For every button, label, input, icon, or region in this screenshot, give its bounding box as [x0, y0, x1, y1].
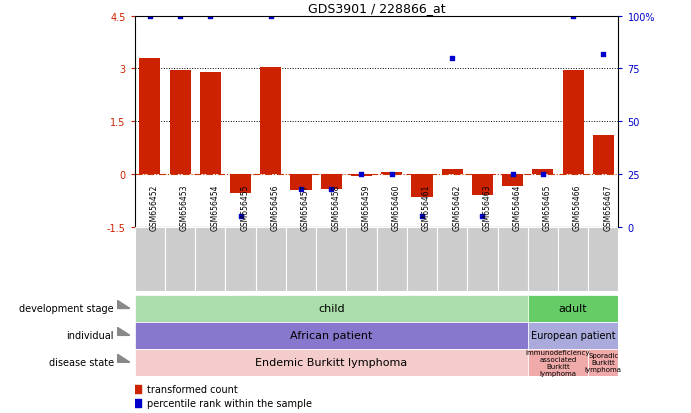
Text: child: child — [318, 304, 345, 314]
Point — [538, 171, 549, 178]
Point — [265, 13, 276, 20]
Bar — [528, 349, 588, 376]
Bar — [411, 174, 433, 197]
Text: African patient: African patient — [290, 330, 372, 341]
Bar — [135, 322, 528, 349]
Polygon shape — [117, 301, 130, 309]
Text: GSM656457: GSM656457 — [301, 184, 310, 230]
Text: GSM656463: GSM656463 — [482, 184, 491, 230]
Bar — [316, 227, 346, 291]
Bar — [528, 227, 558, 291]
Text: adult: adult — [559, 304, 587, 314]
Point — [205, 13, 216, 20]
Bar — [230, 174, 251, 194]
Bar — [321, 174, 342, 189]
Bar — [351, 174, 372, 176]
Text: development stage: development stage — [19, 304, 114, 314]
Bar — [472, 174, 493, 195]
Point — [507, 171, 518, 178]
Bar — [140, 59, 160, 174]
Bar — [135, 295, 528, 322]
Bar — [498, 227, 528, 291]
Text: GSM656459: GSM656459 — [361, 184, 370, 230]
Point — [272, 207, 283, 214]
Bar — [532, 169, 553, 174]
Bar — [135, 227, 165, 291]
Text: individual: individual — [66, 330, 114, 341]
Title: GDS3901 / 228866_at: GDS3901 / 228866_at — [307, 2, 446, 15]
Text: GSM656456: GSM656456 — [271, 184, 280, 230]
Point — [296, 186, 307, 192]
Text: GSM656462: GSM656462 — [452, 184, 461, 230]
Text: GSM656461: GSM656461 — [422, 184, 431, 230]
Point — [272, 339, 283, 345]
Text: European patient: European patient — [531, 330, 616, 341]
Text: GSM656464: GSM656464 — [513, 184, 522, 230]
Bar — [558, 227, 588, 291]
Bar — [528, 295, 618, 322]
Bar — [502, 174, 523, 187]
Text: GSM656453: GSM656453 — [180, 184, 189, 230]
Bar — [225, 227, 256, 291]
Bar — [588, 227, 618, 291]
Text: GSM656452: GSM656452 — [150, 184, 159, 230]
Text: GSM656458: GSM656458 — [331, 184, 340, 230]
Text: GSM656455: GSM656455 — [240, 184, 249, 230]
Text: Immunodeficiency
associated
Burkitt
lymphoma: Immunodeficiency associated Burkitt lymp… — [526, 349, 590, 376]
Bar — [286, 227, 316, 291]
Polygon shape — [117, 354, 130, 363]
Bar — [377, 227, 407, 291]
Bar — [200, 73, 221, 174]
Text: disease state: disease state — [49, 357, 114, 368]
Point — [417, 213, 428, 220]
Point — [144, 13, 155, 20]
Polygon shape — [117, 328, 130, 335]
Bar — [562, 71, 584, 174]
Bar — [407, 227, 437, 291]
Text: GSM656465: GSM656465 — [543, 184, 552, 230]
Text: GSM656466: GSM656466 — [573, 184, 582, 230]
Bar — [256, 227, 286, 291]
Bar — [593, 136, 614, 174]
Point — [386, 171, 397, 178]
Point — [477, 213, 488, 220]
Text: Endemic Burkitt lymphoma: Endemic Burkitt lymphoma — [255, 357, 408, 368]
Bar — [381, 173, 402, 174]
Bar — [169, 71, 191, 174]
Text: percentile rank within the sample: percentile rank within the sample — [146, 398, 312, 408]
Bar — [135, 349, 528, 376]
Point — [356, 171, 367, 178]
Bar — [467, 227, 498, 291]
Text: GSM656467: GSM656467 — [603, 184, 612, 230]
Text: transformed count: transformed count — [146, 384, 238, 394]
Bar — [195, 227, 225, 291]
Bar — [528, 322, 618, 349]
Text: GSM656460: GSM656460 — [392, 184, 401, 230]
Point — [325, 186, 337, 192]
Point — [446, 55, 457, 62]
Text: Sporadic
Burkitt
lymphoma: Sporadic Burkitt lymphoma — [585, 352, 622, 373]
Bar — [290, 174, 312, 190]
Bar — [588, 349, 618, 376]
Bar — [261, 67, 281, 174]
Text: GSM656454: GSM656454 — [210, 184, 219, 230]
Bar — [442, 169, 463, 174]
Bar — [437, 227, 467, 291]
Point — [598, 51, 609, 58]
Point — [175, 13, 186, 20]
Bar — [346, 227, 377, 291]
Point — [235, 213, 246, 220]
Bar — [165, 227, 195, 291]
Point — [567, 13, 578, 20]
